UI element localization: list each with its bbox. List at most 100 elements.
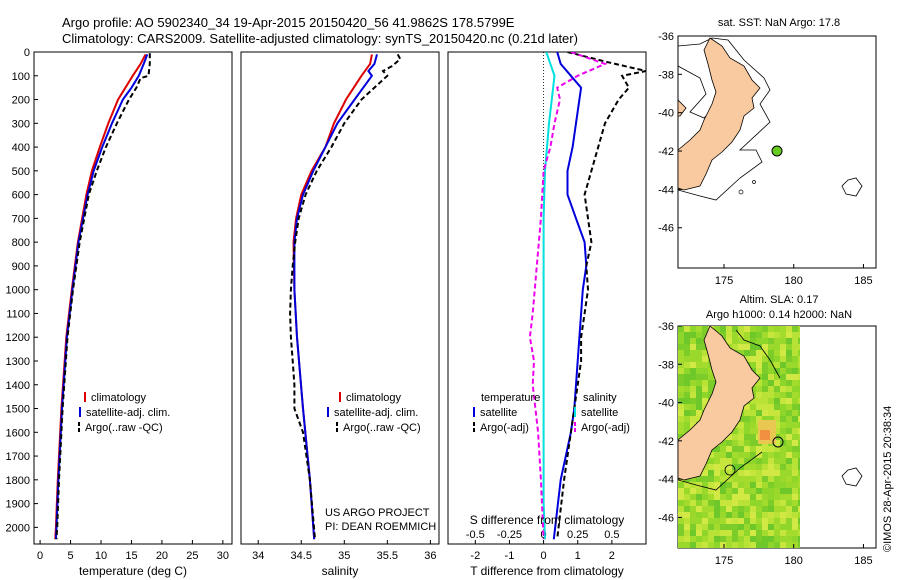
sla-cell xyxy=(744,410,750,416)
sla-cell xyxy=(684,356,690,362)
sla-cell xyxy=(738,326,744,332)
sla-cell xyxy=(780,416,786,422)
sla-cell xyxy=(702,494,708,500)
sla-cell xyxy=(732,446,738,452)
sla-cell xyxy=(690,326,696,332)
sla-cell xyxy=(708,386,714,392)
sla-cell xyxy=(762,410,768,416)
sla-cell xyxy=(732,530,738,536)
sla-cell xyxy=(750,356,756,362)
sla-cell xyxy=(792,326,798,332)
sla-cell xyxy=(774,344,780,350)
sla-cell xyxy=(732,536,738,542)
sla-cell xyxy=(720,458,726,464)
sla-cell xyxy=(726,338,732,344)
sla-cell xyxy=(732,494,738,500)
sla-cell xyxy=(798,410,800,416)
sla-cell xyxy=(780,392,786,398)
sla-cell xyxy=(798,422,800,428)
series-line-argo---raw--qc- xyxy=(289,53,402,540)
salinity-panel: 34 34.5 35 35.5 36 xyxy=(252,53,437,562)
sla-cell xyxy=(780,404,786,410)
series-line-satellite xyxy=(552,52,588,540)
sla-cell xyxy=(768,446,774,452)
sla-cell xyxy=(780,380,786,386)
sla-cell xyxy=(756,500,762,506)
x-tick-label: -1 xyxy=(505,550,515,562)
difference-xlabel: T difference from climatology xyxy=(470,564,624,578)
sla-cell xyxy=(798,374,800,380)
sla-cell xyxy=(798,512,800,518)
sla-cell xyxy=(774,458,780,464)
sla-cell xyxy=(798,476,800,482)
sla-cell xyxy=(786,362,792,368)
sla-cell xyxy=(702,530,708,536)
legend-label-argo: Argo(..raw -QC) xyxy=(343,422,421,434)
sla-cell xyxy=(756,464,762,470)
sla-cell xyxy=(780,530,786,536)
sla-cell xyxy=(690,374,696,380)
sla-cell xyxy=(786,500,792,506)
sla-cell xyxy=(678,338,684,344)
sla-cell xyxy=(792,398,798,404)
sla-cell xyxy=(714,542,720,548)
sla-cell xyxy=(774,386,780,392)
sla-cell xyxy=(696,524,702,530)
sla-cell xyxy=(798,428,800,434)
sla-cell xyxy=(738,530,744,536)
sla-cell xyxy=(760,430,770,440)
sla-cell xyxy=(786,332,792,338)
sla-cell xyxy=(732,458,738,464)
sla-cell xyxy=(798,326,800,332)
sla-cell xyxy=(726,512,732,518)
sla-cell xyxy=(738,452,744,458)
sla-cell xyxy=(780,542,786,548)
sla-cell xyxy=(714,494,720,500)
sla-cell xyxy=(774,536,780,542)
sla-cell xyxy=(798,362,800,368)
sla-cell xyxy=(684,404,690,410)
legend-label-s-argo: Argo(-adj) xyxy=(581,422,630,434)
sla-cell xyxy=(744,446,750,452)
sla-cell xyxy=(708,494,714,500)
sla-cell xyxy=(762,416,768,422)
sla-cell xyxy=(756,512,762,518)
sla-cell xyxy=(786,404,792,410)
depth-tick-label: 700 xyxy=(12,213,30,225)
sla-cell xyxy=(678,524,684,530)
sla-cell xyxy=(738,332,744,338)
sla-cell xyxy=(792,542,798,548)
sla-cell xyxy=(786,380,792,386)
x-tick-label: 0 xyxy=(37,550,43,562)
sla-cell xyxy=(738,344,744,350)
sla-cell xyxy=(768,494,774,500)
sla-cell xyxy=(684,524,690,530)
sla-cell xyxy=(774,446,780,452)
sla-cell xyxy=(750,344,756,350)
sla-cell xyxy=(798,398,800,404)
sla-cell xyxy=(750,458,756,464)
sla-cell xyxy=(762,488,768,494)
sla-cell xyxy=(780,344,786,350)
sla-cell xyxy=(696,386,702,392)
sla-cell xyxy=(690,530,696,536)
sla-cell xyxy=(762,482,768,488)
sla-cell xyxy=(744,440,750,446)
sla-cell xyxy=(762,506,768,512)
sla-cell xyxy=(678,344,684,350)
x-tick-label: 25 xyxy=(186,550,198,562)
sla-cell xyxy=(786,476,792,482)
legend-label-t-satellite: satellite xyxy=(480,407,517,419)
series-line-argo--adj- xyxy=(556,52,646,540)
sla-cell xyxy=(696,482,702,488)
chatham-islands xyxy=(841,177,863,197)
sla-cell xyxy=(738,440,744,446)
sla-cell xyxy=(786,350,792,356)
sla-cell xyxy=(726,488,732,494)
sla-cell xyxy=(678,386,684,392)
sla-cell xyxy=(768,344,774,350)
sla-cell xyxy=(696,500,702,506)
sla-cell xyxy=(738,536,744,542)
sla-cell xyxy=(768,488,774,494)
sla-cell xyxy=(738,506,744,512)
